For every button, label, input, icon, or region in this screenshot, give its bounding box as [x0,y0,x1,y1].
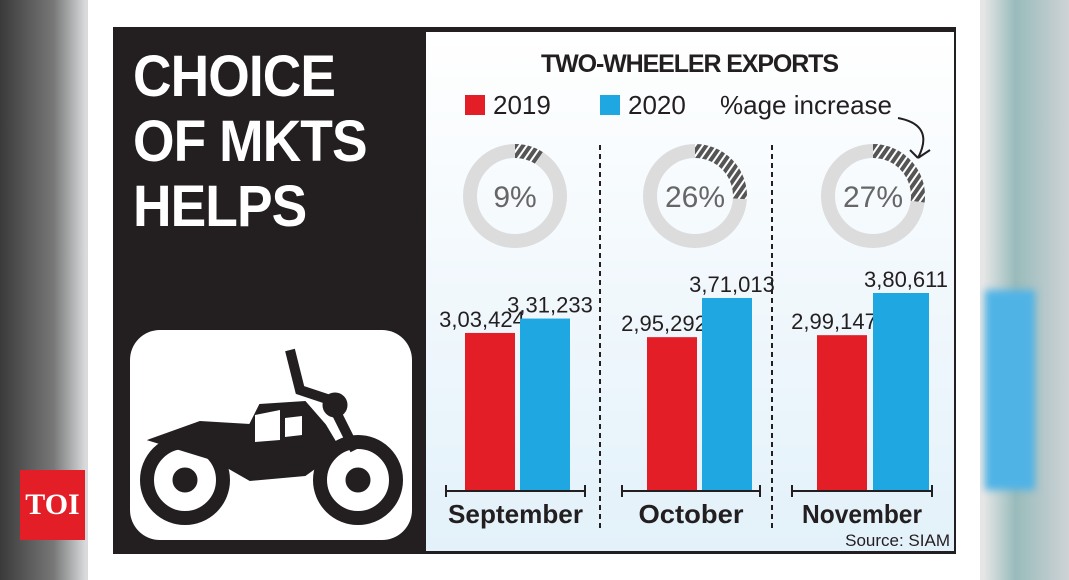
bar-2020 [520,318,570,490]
bar-value-label: 3,71,013 [689,272,775,297]
legend-label-2020: 2020 [628,90,686,120]
legend-swatch-2019 [465,95,485,115]
bar-2020 [702,297,752,490]
arrow-icon [897,117,931,159]
headline: CHOICE OF MKTS HELPS [133,44,368,239]
bar-value-label: 2,95,292 [621,311,707,336]
bar-value-label: 3,03,424 [439,307,525,332]
donut-hatched-arc [694,144,747,200]
headline-line: OF MKTS [133,109,368,174]
headline-line: HELPS [133,174,307,239]
blurred-background-accent [985,290,1035,490]
bar-2019 [817,335,867,490]
bar-value-label: 3,80,611 [864,267,948,292]
category-label: September [448,499,583,529]
bar-2019 [465,332,515,490]
bar-2019 [647,337,697,490]
legend-percent-label: %age increase [720,90,892,120]
donut-percent-label: 27% [843,181,903,214]
legend-label-2019: 2019 [493,90,551,120]
donut-percent-label: 26% [665,181,725,214]
legend-swatch-2020 [600,95,620,115]
donut-percent-label: 9% [493,181,536,214]
category-label: October [639,499,744,529]
motorcycle-icon-box [130,330,412,540]
headline-line: CHOICE [133,44,336,109]
toi-logo: TOI [20,470,85,540]
motorcycle-icon [140,348,403,525]
bar-2020 [873,293,929,490]
bar-value-label: 2,99,147 [791,309,877,334]
bar-value-label: 3,31,233 [507,293,593,318]
donut-hatched-arc [514,144,543,165]
category-label: November [802,499,922,529]
chart-title: TWO-WHEELER EXPORTS [541,50,839,78]
source-note: Source: SIAM [845,531,950,550]
donut-hatched-arc [872,144,925,203]
